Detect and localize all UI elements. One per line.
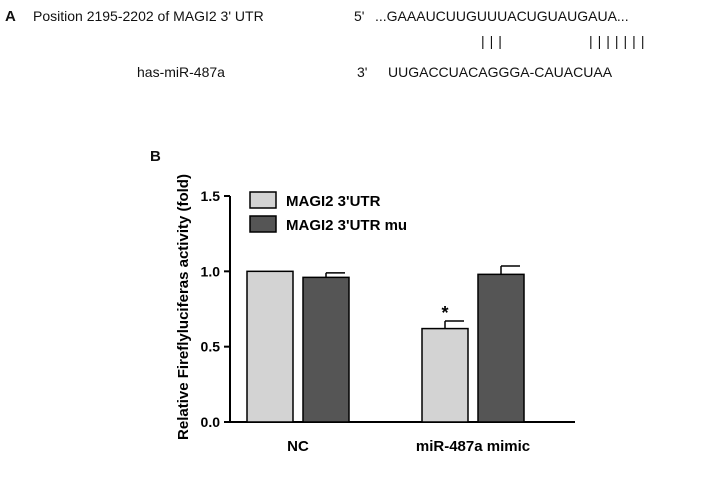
- mirna-sequence: UUGACCUACAGGGA-CAUACUAA: [388, 64, 613, 80]
- bar: [302, 276, 350, 423]
- mirna-label: has-miR-487a: [137, 64, 225, 80]
- legend-label: MAGI2 3'UTR mu: [286, 217, 407, 234]
- significance-marker: *: [441, 303, 448, 323]
- y-tick-label: 1.0: [201, 263, 221, 279]
- target-position-label: Position 2195-2202 of MAGI2 3' UTR: [33, 8, 264, 24]
- pairing-bars-left: |||: [481, 33, 507, 49]
- x-tick-label: NC: [287, 438, 309, 455]
- bar: [421, 327, 469, 423]
- legend-swatch: [249, 215, 277, 233]
- bar: [246, 270, 294, 423]
- pairing-bars-right: |||||||: [589, 33, 650, 49]
- mirna-three-prime-end: 3': [357, 64, 368, 80]
- y-axis-label: Relative Fireflyluciferas activity (fold…: [175, 174, 192, 440]
- utr-sequence: ...GAAAUCUUGUUUACUGUAUGAUA...: [375, 8, 629, 24]
- y-tick-label: 0.5: [201, 339, 221, 355]
- y-tick-label: 1.5: [201, 188, 221, 204]
- utr-five-prime-end: 5': [354, 8, 365, 24]
- x-tick-label: miR-487a mimic: [416, 438, 530, 455]
- legend-swatch: [249, 191, 277, 209]
- legend-label: MAGI2 3'UTR: [286, 193, 381, 210]
- panel-a-label: A: [5, 8, 16, 25]
- bar: [477, 273, 525, 423]
- y-tick-label: 0.0: [201, 414, 221, 430]
- panel-b-label: B: [150, 148, 161, 165]
